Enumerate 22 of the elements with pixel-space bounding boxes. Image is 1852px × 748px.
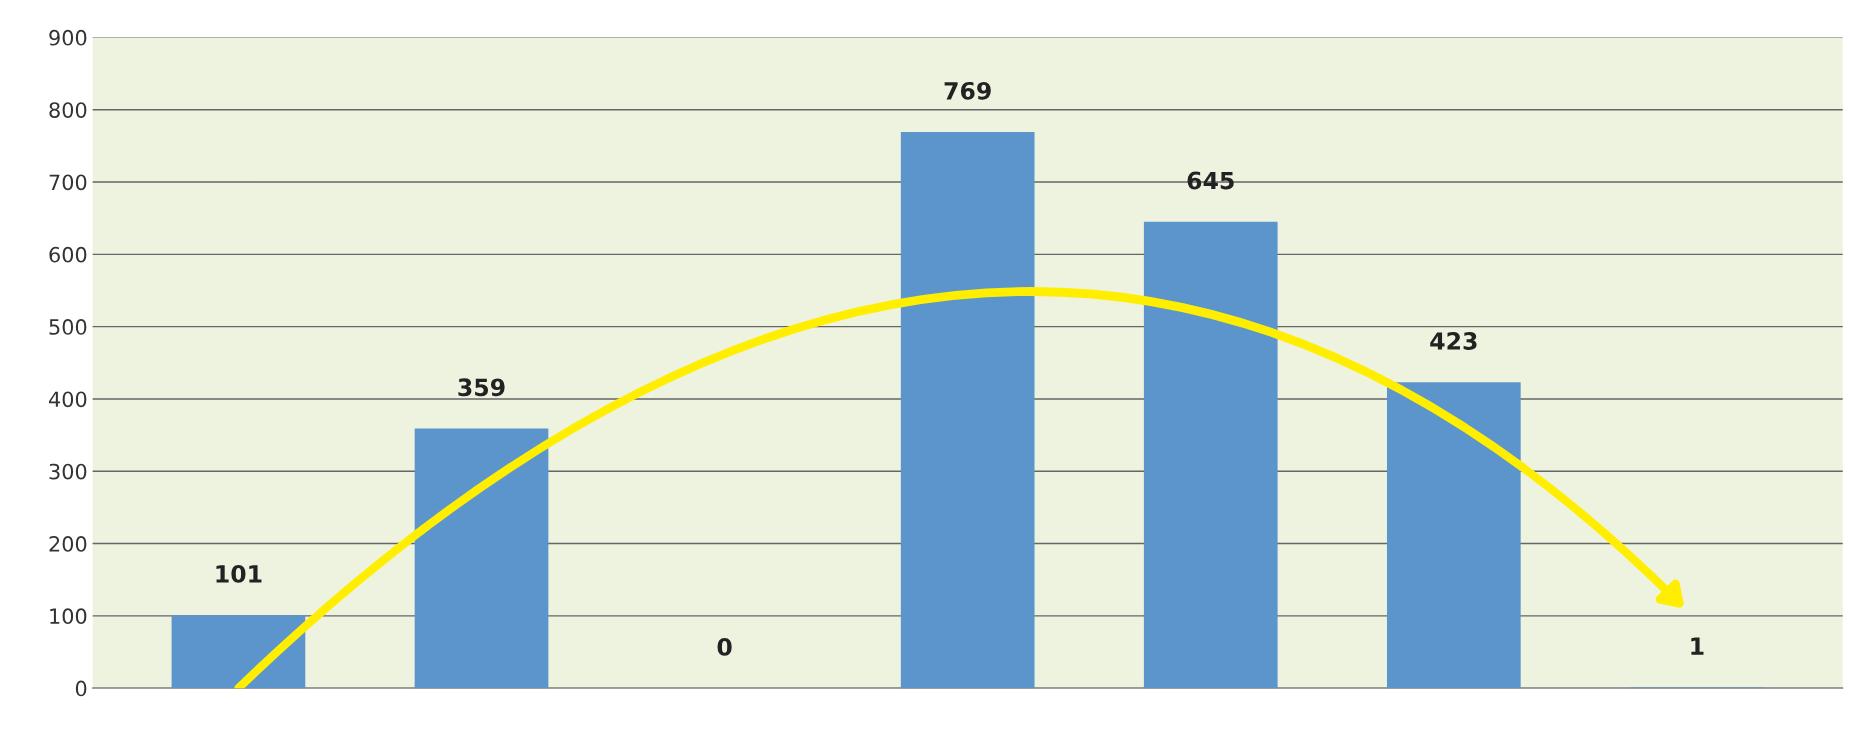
y-tick-label: 700 bbox=[49, 174, 87, 191]
y-tick-label: 500 bbox=[49, 319, 87, 335]
bar bbox=[171, 615, 306, 689]
data-label: 645 bbox=[1187, 171, 1234, 190]
y-tick-label: 200 bbox=[49, 536, 87, 552]
data-label: 359 bbox=[458, 378, 505, 397]
data-label: 423 bbox=[1430, 332, 1477, 350]
y-tick-label: 400 bbox=[48, 391, 87, 408]
bar bbox=[900, 132, 1035, 689]
data-label: 1 bbox=[1691, 637, 1704, 655]
data-label: 769 bbox=[944, 81, 991, 100]
y-tick-label: 800 bbox=[49, 102, 87, 118]
bar bbox=[1386, 382, 1521, 689]
y-tick-label: 600 bbox=[49, 246, 87, 263]
data-label: 0 bbox=[717, 637, 732, 656]
bar bbox=[1143, 221, 1278, 689]
y-tick-label: 300 bbox=[49, 463, 87, 480]
y-tick-label: 900 bbox=[49, 29, 87, 46]
data-label: 101 bbox=[216, 564, 262, 583]
bar bbox=[414, 428, 549, 689]
y-tick-label: 100 bbox=[50, 608, 87, 625]
y-tick-label: 0 bbox=[75, 680, 87, 697]
